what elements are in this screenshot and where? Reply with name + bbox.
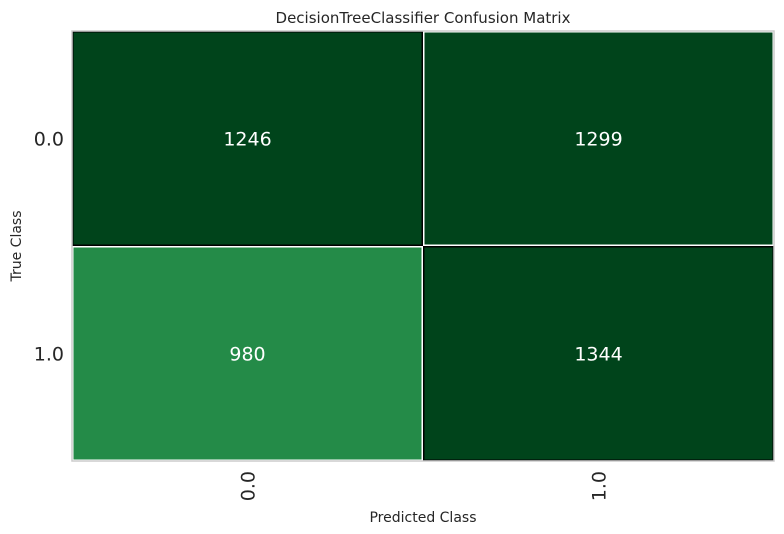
x-tick-label-1: 1.0 — [589, 471, 611, 501]
plot-frame — [71, 30, 775, 462]
x-tick-label-0: 0.0 — [238, 471, 260, 501]
heatmap-cell-1-0 — [72, 246, 423, 461]
y-tick-labels: 0.0 1.0 — [34, 129, 64, 366]
y-axis-label: True Class — [9, 210, 25, 282]
heatmap-cell-value-0-1: 1299 — [574, 129, 622, 151]
heatmap-cell-0-0 — [72, 31, 423, 246]
chart-title: DecisionTreeClassifier Confusion Matrix — [276, 9, 571, 27]
heatmap-cell-0-1 — [423, 31, 774, 246]
x-axis-label: Predicted Class — [369, 510, 476, 526]
heatmap-cell-value-0-0: 1246 — [223, 129, 271, 151]
heatmap-cells — [72, 31, 774, 461]
y-tick-label-1: 1.0 — [34, 344, 64, 366]
heatmap-cell-1-1 — [423, 246, 774, 461]
heatmap-cell-labels: 1246 1299 980 1344 — [223, 129, 622, 366]
y-tick-label-0: 0.0 — [34, 129, 64, 151]
heatmap-cell-value-1-0: 980 — [229, 344, 265, 366]
heatmap-cell-value-1-1: 1344 — [574, 344, 622, 366]
x-tick-labels: 0.0 1.0 — [238, 471, 611, 501]
